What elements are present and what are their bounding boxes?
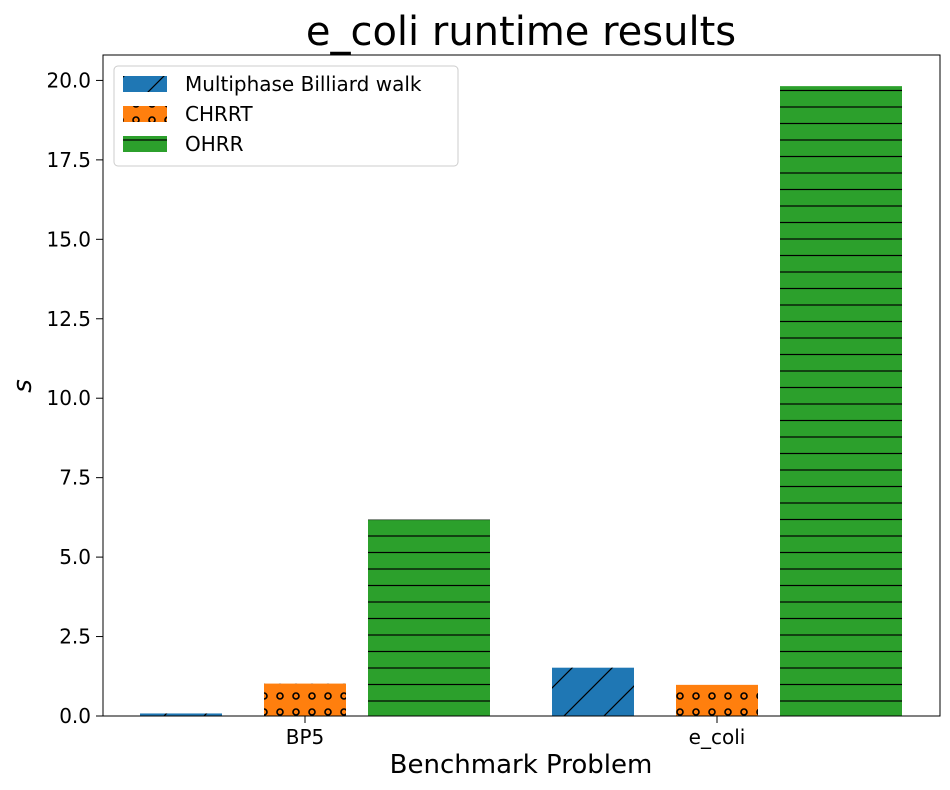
x-tick-label: e_coli xyxy=(689,725,746,749)
y-tick-label: 7.5 xyxy=(59,466,91,490)
y-axis: 0.0 2.5 5.0 7.5 10.0 12.5 15.0 17.5 20.0 xyxy=(46,68,103,728)
bar-horizontal-e-coli xyxy=(780,86,902,717)
legend-box xyxy=(113,65,459,167)
y-tick-label: 15.0 xyxy=(46,227,91,251)
x-axis: BP5 e_coli xyxy=(286,716,746,749)
bar-diagonal-e-coli xyxy=(552,667,634,716)
y-axis-label: s xyxy=(8,379,38,393)
y-tick-label: 2.5 xyxy=(59,625,91,649)
legend-label: OHRR xyxy=(185,132,244,156)
legend-label: CHRRT xyxy=(185,102,253,126)
plot-frame xyxy=(102,54,941,717)
legend-label: Multiphase Billiard walk xyxy=(185,72,422,96)
bars-group xyxy=(140,86,902,717)
legend: Multiphase Billiard walk CHRRT OHRR xyxy=(113,65,459,167)
bar-circles-e-coli xyxy=(676,684,758,716)
legend-item-diagonal: Multiphase Billiard walk xyxy=(123,72,422,96)
y-tick-label: 10.0 xyxy=(46,386,91,410)
y-tick-label: 17.5 xyxy=(46,148,91,172)
bar-diagonal-bp5 xyxy=(140,713,222,716)
x-axis-label: Benchmark Problem xyxy=(390,750,653,780)
y-tick-label: 0.0 xyxy=(59,704,91,728)
bar-horizontal-bp5 xyxy=(368,519,490,716)
y-tick-label: 12.5 xyxy=(46,307,91,331)
legend-item-horizontal: OHRR xyxy=(123,132,244,156)
legend-item-circles: CHRRT xyxy=(123,102,253,126)
chart-title: e_coli runtime results xyxy=(306,9,736,55)
y-tick-label: 5.0 xyxy=(59,545,91,569)
bar-circles-bp5 xyxy=(264,683,346,716)
x-tick-label: BP5 xyxy=(286,725,325,749)
y-tick-label: 20.0 xyxy=(46,68,91,92)
